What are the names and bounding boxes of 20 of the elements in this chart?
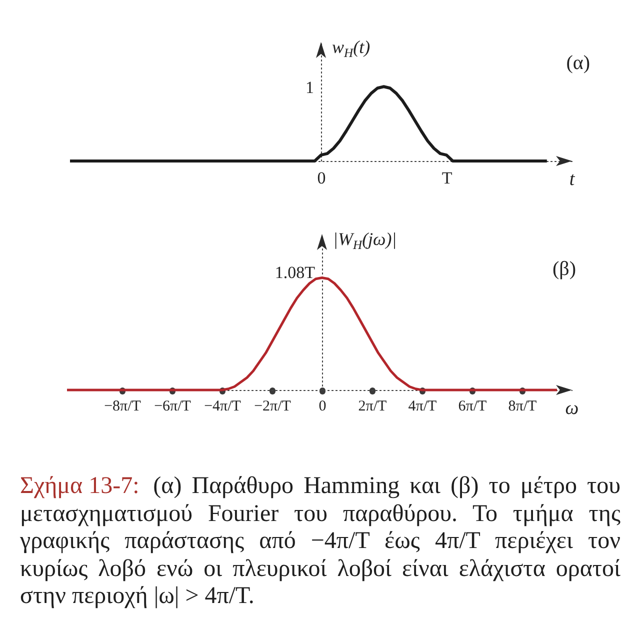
x-tick-label: −6π/T (154, 398, 191, 414)
text: Σχήμα 13-7: (α) Παράθυρο Hamming και (β) το μέτρο του μετασχηματισμού Fourier του παραθύρου. Το τμήμα της γραφικής παράστασης από −4π/T έως 4π/T περιέχει τον κυρίως λοβό ενώ οι πλευρικοί λοβοί είναι ελάχιστα ορατοί στην περιοχή |ω| > 4π/T. (20, 473, 620, 610)
x-tick-label: −2π/T (254, 398, 291, 414)
x-tick-label: 0 (317, 168, 326, 188)
y-axis-title: |W$_{H}$(jω)| (333, 229, 397, 252)
x-tick-label: 0 (318, 398, 326, 414)
x-tick-label: 8π/T (508, 398, 537, 414)
x-tick-label: −8π/T (104, 398, 141, 414)
x-tick-label: 4π/T (408, 398, 437, 414)
x-tick-label: 2π/T (358, 398, 387, 414)
annotation: 1.08T (274, 262, 316, 282)
chart-title: (β) (552, 258, 576, 280)
chart-title: (α) (566, 52, 590, 74)
x-axis-title: t (569, 169, 575, 190)
annotation: 1 (306, 78, 314, 97)
x-tick-label: T (442, 168, 453, 188)
x-axis-title: ω (565, 398, 579, 419)
x-tick-label: 6π/T (458, 398, 487, 414)
x-tick-label: −4π/T (204, 398, 241, 414)
y-axis-title: w$_{H}$(t) (332, 37, 370, 60)
